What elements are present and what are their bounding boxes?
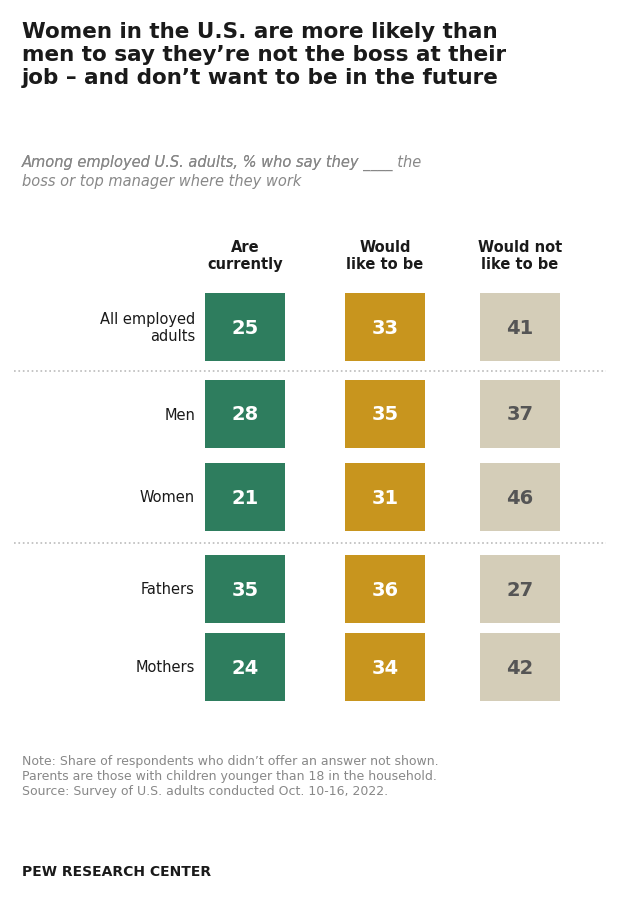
- Bar: [205, 556, 285, 623]
- Text: Fathers: Fathers: [141, 582, 195, 597]
- Bar: [345, 464, 425, 531]
- Bar: [480, 381, 560, 448]
- Text: Are
currently: Are currently: [207, 240, 283, 272]
- Text: Would not
like to be: Would not like to be: [478, 240, 562, 272]
- Text: 27: 27: [507, 580, 534, 599]
- Text: 35: 35: [371, 405, 399, 424]
- Bar: [345, 293, 425, 362]
- Text: 35: 35: [231, 580, 259, 599]
- Text: 33: 33: [371, 318, 399, 337]
- Text: Women: Women: [140, 490, 195, 505]
- Bar: [345, 556, 425, 623]
- Bar: [345, 633, 425, 701]
- Text: 34: 34: [371, 658, 399, 677]
- Bar: [205, 381, 285, 448]
- Text: 41: 41: [507, 318, 534, 337]
- Text: Women in the U.S. are more likely than
men to say they’re not the boss at their
: Women in the U.S. are more likely than m…: [22, 22, 506, 88]
- Text: 25: 25: [231, 318, 259, 337]
- Text: 24: 24: [231, 658, 259, 677]
- Text: All employed
adults: All employed adults: [100, 312, 195, 343]
- Bar: [345, 381, 425, 448]
- Bar: [205, 633, 285, 701]
- Text: 36: 36: [371, 580, 399, 599]
- Text: Note: Share of respondents who didn’t offer an answer not shown.
Parents are tho: Note: Share of respondents who didn’t of…: [22, 754, 438, 797]
- Bar: [480, 293, 560, 362]
- Bar: [480, 464, 560, 531]
- Text: 31: 31: [371, 488, 399, 507]
- Text: Mothers: Mothers: [136, 660, 195, 675]
- Bar: [480, 633, 560, 701]
- Text: 37: 37: [507, 405, 533, 424]
- Text: PEW RESEARCH CENTER: PEW RESEARCH CENTER: [22, 864, 211, 878]
- Bar: [205, 464, 285, 531]
- Bar: [205, 293, 285, 362]
- Text: Among employed U.S. adults, % who say they ____ the
boss or top manager where th: Among employed U.S. adults, % who say th…: [22, 155, 422, 189]
- Text: 46: 46: [507, 488, 534, 507]
- Text: 28: 28: [231, 405, 259, 424]
- Text: Men: Men: [164, 407, 195, 422]
- Text: Among employed U.S. adults, % who say they: Among employed U.S. adults, % who say th…: [22, 155, 364, 169]
- Text: 21: 21: [231, 488, 259, 507]
- Text: Would
like to be: Would like to be: [347, 240, 423, 272]
- Bar: [480, 556, 560, 623]
- Text: 42: 42: [507, 658, 534, 677]
